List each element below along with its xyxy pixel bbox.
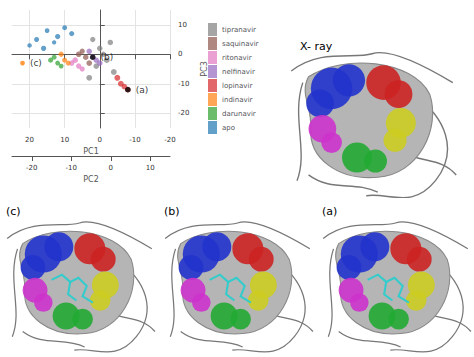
svg-text:-20: -20	[26, 164, 37, 172]
svg-text:10: 10	[178, 21, 187, 29]
svg-text:lopinavir: lopinavir	[222, 82, 252, 90]
svg-text:0: 0	[178, 50, 182, 58]
svg-text:saquinavir: saquinavir	[222, 40, 259, 48]
svg-text:-10: -10	[178, 80, 189, 88]
html-text:(c): (c)	[6, 205, 21, 218]
html-text:(b): (b)	[164, 205, 180, 218]
svg-text:nelfinavir: nelfinavir	[222, 68, 255, 76]
html-text:(a): (a)	[322, 205, 338, 218]
svg-text:PC3: PC3	[200, 61, 209, 77]
svg-text:(c): (c)	[30, 58, 42, 68]
svg-text:ritonavir: ritonavir	[222, 54, 252, 62]
html-text:X- ray: X- ray	[300, 40, 333, 53]
svg-text:-10: -10	[129, 136, 140, 144]
svg-text:20: 20	[25, 136, 34, 144]
svg-text:-20: -20	[178, 109, 189, 117]
svg-text:0: 0	[98, 136, 102, 144]
svg-text:10: 10	[60, 136, 69, 144]
svg-text:10: 10	[146, 164, 155, 172]
svg-text:tipranavir: tipranavir	[222, 26, 256, 34]
svg-text:-10: -10	[66, 164, 77, 172]
svg-text:(b): (b)	[101, 52, 114, 62]
svg-text:PC2: PC2	[83, 175, 99, 184]
svg-text:0: 0	[109, 164, 113, 172]
svg-text:indinavir: indinavir	[222, 96, 253, 104]
svg-text:PC1: PC1	[83, 147, 99, 156]
svg-text:(a): (a)	[136, 85, 149, 95]
svg-text:darunavir: darunavir	[222, 110, 256, 118]
svg-text:apo: apo	[222, 124, 235, 132]
svg-text:-20: -20	[164, 136, 175, 144]
